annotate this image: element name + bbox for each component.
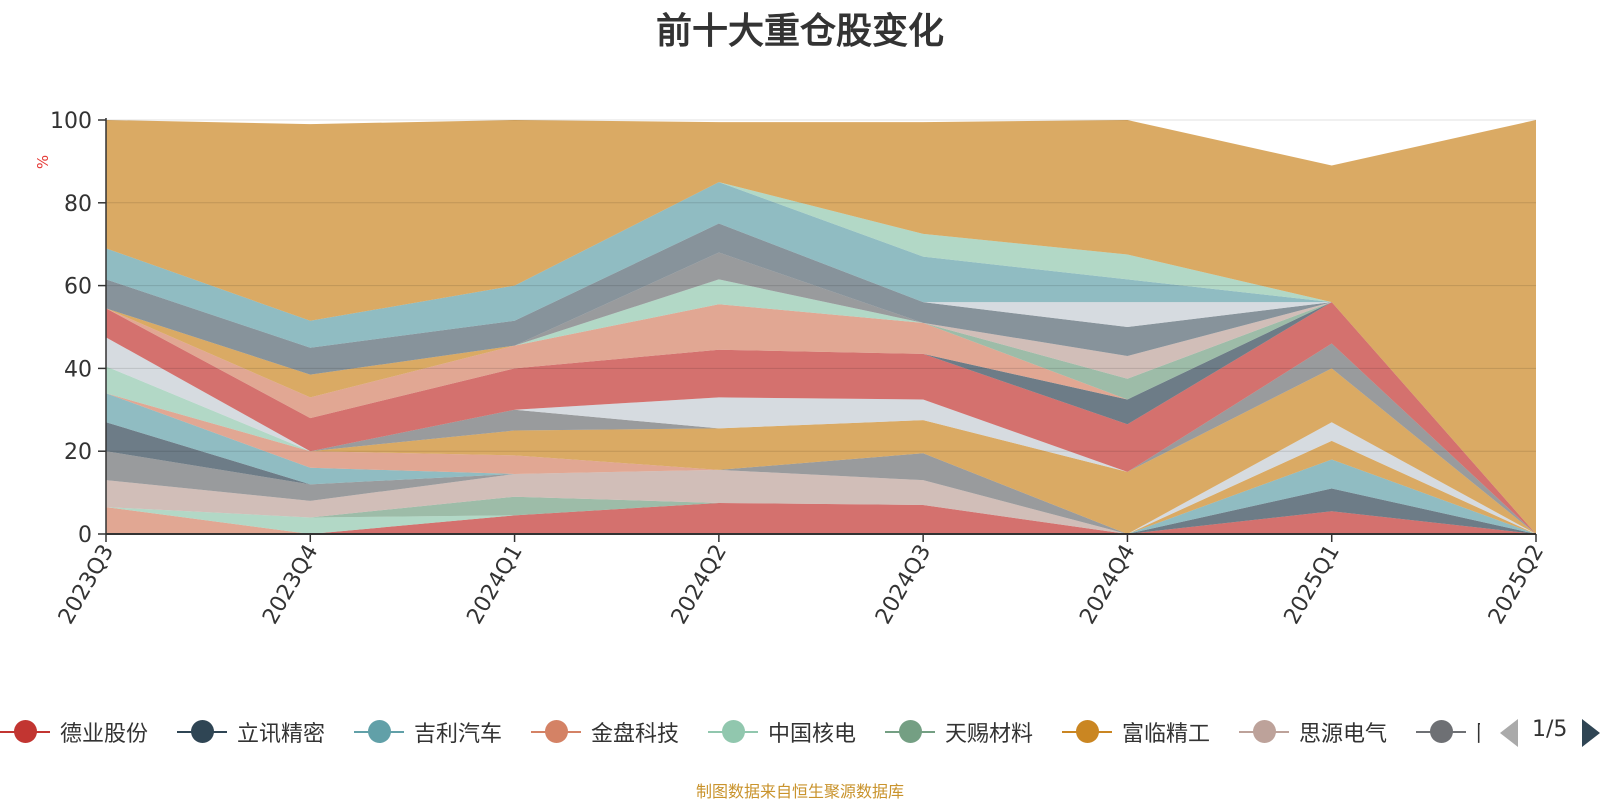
legend-item[interactable]: 富临精工 — [1062, 712, 1210, 752]
x-tick-label: 2023Q3 — [54, 541, 119, 629]
area-series-20[interactable] — [106, 343, 1536, 534]
x-tick-label: 2023Q4 — [258, 541, 323, 629]
area-series-15[interactable] — [106, 393, 1536, 534]
legend-label: 天赐材料 — [945, 722, 1034, 747]
legend-label: 思源电气 — [1299, 722, 1388, 747]
x-tick-label: 2024Q1 — [462, 541, 527, 629]
area-series-8[interactable] — [106, 440, 1536, 534]
y-tick-label: 100 — [50, 109, 92, 134]
x-tick-label: 2025Q2 — [1484, 541, 1549, 629]
legend-next-icon[interactable] — [1582, 719, 1600, 747]
area-series-9[interactable] — [106, 440, 1536, 534]
legend-item[interactable]: 吉利汽车 — [354, 712, 502, 752]
y-tick-label: 40 — [64, 357, 92, 382]
legend-marker-icon — [531, 712, 581, 752]
area-series-4[interactable] — [106, 459, 1536, 534]
chart-title: 前十大重仓股变化 — [655, 11, 944, 52]
legend-item[interactable]: 中国核电 — [708, 712, 856, 752]
legend-marker-icon — [1416, 712, 1466, 752]
legend-label: 立讯精密 — [237, 722, 326, 747]
area-series-18[interactable] — [106, 366, 1536, 534]
legend-marker-icon — [354, 712, 404, 752]
legend-label: 中国核电 — [768, 722, 857, 747]
legend-item[interactable]: 阳光电源 — [1416, 712, 1480, 752]
area-series-30[interactable] — [106, 279, 1536, 534]
legend-item[interactable]: 德业股份 — [0, 712, 148, 752]
legend-marker-icon — [1239, 712, 1289, 752]
legend-pager: 1/5 — [1500, 712, 1600, 752]
x-tick-label: 2024Q2 — [667, 541, 732, 629]
area-series-35[interactable] — [106, 182, 1536, 534]
legend-label: 德业股份 — [60, 722, 149, 747]
y-tick-label: 20 — [64, 440, 92, 465]
legend-label: 阳光电源 — [1476, 716, 1480, 748]
y-axis-unit-label: % — [34, 155, 52, 169]
legend-marker-icon — [177, 712, 227, 752]
area-series-11[interactable] — [106, 422, 1536, 534]
area-series-26[interactable] — [106, 302, 1536, 534]
legend-marker-icon — [708, 712, 758, 752]
area-series-6[interactable] — [106, 459, 1536, 534]
legend-page-indicator: 1/5 — [1532, 717, 1568, 742]
legend-label: 金盘科技 — [591, 722, 680, 747]
area-series-36[interactable] — [106, 120, 1536, 534]
legend-marker-icon — [0, 712, 50, 752]
y-tick-label: 0 — [78, 523, 92, 548]
x-tick-label: 2025Q1 — [1280, 541, 1345, 629]
area-series-1[interactable] — [106, 502, 1536, 534]
area-series-23[interactable] — [106, 302, 1536, 534]
legend-label: 吉利汽车 — [414, 722, 503, 747]
legend-marker-icon — [1062, 712, 1112, 752]
area-series-32[interactable] — [106, 223, 1536, 535]
legend: 德业股份 立讯精密 吉利汽车 金盘科技 中国核电 天赐材料 富临精工 思源电气 阳光电源 1/5 — [0, 712, 1600, 752]
legend-item[interactable]: 金盘科技 — [531, 712, 679, 752]
legend-prev-icon[interactable] — [1500, 719, 1518, 747]
y-tick-label: 60 — [64, 275, 92, 300]
area-series-3[interactable] — [106, 459, 1536, 534]
legend-item[interactable]: 思源电气 — [1239, 712, 1387, 752]
area-series-2[interactable] — [106, 488, 1536, 534]
legend-label: 富临精工 — [1122, 722, 1211, 747]
legend-item[interactable]: 立讯精密 — [177, 712, 325, 752]
x-tick-label: 2024Q4 — [1075, 541, 1140, 629]
legend-marker-icon — [885, 712, 935, 752]
area-series-7[interactable] — [106, 440, 1536, 534]
footer-source-note: 制图数据来自恒生聚源数据库 — [695, 782, 904, 801]
legend-item[interactable]: 天赐材料 — [885, 712, 1033, 752]
y-tick-label: 80 — [64, 192, 92, 217]
x-tick-label: 2024Q3 — [871, 541, 936, 629]
area-series-34[interactable] — [106, 182, 1536, 534]
